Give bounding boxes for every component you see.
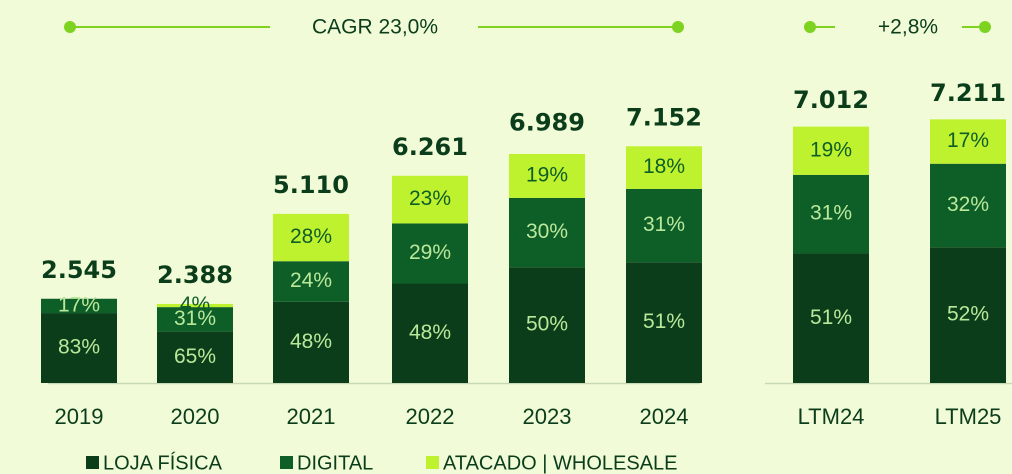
bar-segment	[273, 261, 349, 302]
total-label: 6.989	[509, 109, 585, 137]
segment-label: 48%	[290, 330, 332, 353]
legend-label: ATACADO | WHOLESALE	[443, 452, 678, 474]
bar-segment	[392, 223, 468, 284]
total-label: 5.110	[273, 171, 349, 199]
segment-label: 51%	[810, 306, 852, 329]
segment-label: 4%	[180, 293, 210, 316]
annotation-dot	[672, 21, 684, 33]
total-label: 2.388	[157, 261, 233, 289]
bar-segment	[626, 146, 702, 189]
bar-segment	[273, 301, 349, 383]
segment-label: 83%	[58, 336, 100, 359]
total-label: 6.261	[392, 133, 468, 161]
segment-label: 31%	[810, 202, 852, 225]
total-label: 2.545	[41, 256, 117, 284]
bar-segment	[392, 175, 468, 224]
bar-segment	[930, 119, 1006, 164]
segment-label: 23%	[409, 187, 451, 210]
legend-label: LOJA FÍSICA	[103, 451, 223, 474]
x-tick-label: LTM25	[935, 404, 1002, 429]
segment-label: 19%	[810, 138, 852, 161]
legend-swatch	[280, 456, 293, 469]
bar-segment	[41, 298, 117, 314]
annotation-dot	[979, 21, 991, 33]
segment-label: 17%	[947, 129, 989, 152]
segment-label: 32%	[947, 193, 989, 216]
x-tick-label: LTM24	[798, 404, 865, 429]
bar-segment	[509, 153, 585, 198]
segment-label: 65%	[174, 345, 216, 368]
total-label: 7.152	[626, 103, 702, 131]
x-tick-label: 2019	[55, 404, 104, 429]
bar-segment	[157, 303, 233, 308]
bar-segment	[41, 313, 117, 383]
total-label: 7.211	[930, 79, 1006, 107]
bar-segment	[392, 283, 468, 383]
bar-segment	[930, 247, 1006, 383]
segment-label: 24%	[290, 269, 332, 292]
bar-segment	[626, 262, 702, 383]
bar-segment	[509, 267, 585, 383]
bar-segment	[509, 197, 585, 268]
segment-label: 30%	[526, 220, 568, 243]
annotation: CAGR 23,0%	[312, 16, 438, 39]
bar-segment	[793, 126, 869, 175]
annotation: +2,8%	[878, 16, 938, 39]
bar-segment	[157, 307, 233, 332]
bar-segment	[793, 174, 869, 254]
segment-label: 28%	[290, 225, 332, 248]
annotation-dot	[64, 21, 76, 33]
segment-label: 52%	[947, 303, 989, 326]
segment-label: 48%	[409, 321, 451, 344]
segment-label: 18%	[643, 155, 685, 178]
legend-swatch	[426, 456, 439, 469]
segment-label: 50%	[526, 313, 568, 336]
x-tick-label: 2022	[406, 404, 455, 429]
segment-label: 31%	[643, 213, 685, 236]
annotation-dot	[804, 21, 816, 33]
segment-label: 31%	[174, 307, 216, 330]
x-tick-label: 2020	[171, 404, 220, 429]
legend-swatch	[86, 456, 99, 469]
segment-label: 17%	[58, 293, 100, 316]
legend-label: DIGITAL	[297, 452, 373, 474]
bar-segment	[157, 331, 233, 383]
bar-segment	[793, 253, 869, 383]
segment-label: 51%	[643, 310, 685, 333]
x-tick-label: 2023	[523, 404, 572, 429]
x-tick-label: 2024	[640, 404, 689, 429]
bar-segment	[626, 188, 702, 263]
x-tick-label: 2021	[287, 404, 336, 429]
bar-segment	[273, 213, 349, 262]
total-label: 7.012	[793, 86, 869, 114]
segment-label: 29%	[409, 241, 451, 264]
bar-segment	[930, 163, 1006, 248]
segment-label: 19%	[526, 164, 568, 187]
